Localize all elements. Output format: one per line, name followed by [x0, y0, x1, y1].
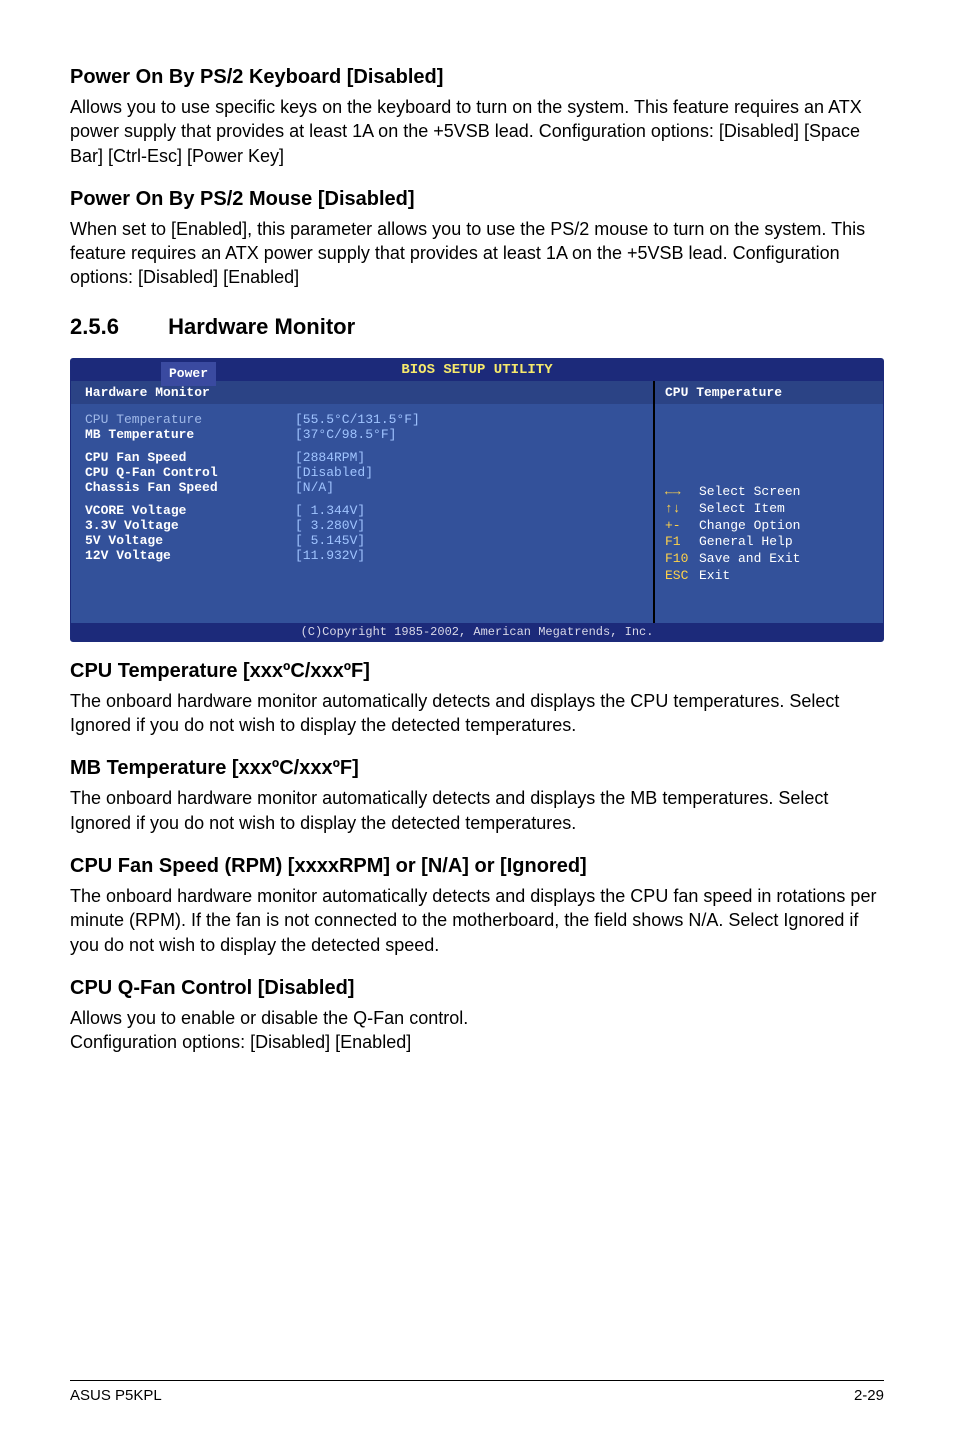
bios-title: BIOS SETUP UTILITY [401, 362, 552, 378]
bios-key-text: Save and Exit [699, 551, 800, 566]
bios-row[interactable]: CPU Fan Speed[2884RPM] [85, 450, 639, 465]
bios-row[interactable]: 3.3V Voltage[ 3.280V] [85, 518, 639, 533]
bios-row[interactable]: MB Temperature[37°C/98.5°F] [85, 427, 639, 442]
section-number: 2.5.6 [70, 314, 162, 340]
bios-key: ↑↓ [665, 501, 699, 518]
bios-key-text: Select Screen [699, 484, 800, 499]
bios-row-value: [11.932V] [295, 548, 365, 563]
bios-row-label: VCORE Voltage [85, 503, 295, 518]
bios-row-value: [37°C/98.5°F] [295, 427, 396, 442]
bios-window: BIOS SETUP UTILITY Power Hardware Monito… [70, 358, 884, 642]
bios-keys-help: ←→Select Screen↑↓Select Item+-Change Opt… [665, 484, 873, 585]
body-mb-temp: The onboard hardware monitor automatical… [70, 786, 884, 835]
bios-left-header: Hardware Monitor [71, 381, 653, 404]
bios-right-panel: CPU Temperature ←→Select Screen↑↓Select … [653, 381, 883, 623]
page-footer: ASUS P5KPL 2-29 [70, 1380, 884, 1404]
bios-row[interactable]: Chassis Fan Speed[N/A] [85, 480, 639, 495]
bios-row-label: 12V Voltage [85, 548, 295, 563]
bios-row-value: [ 3.280V] [295, 518, 365, 533]
bios-row-label: MB Temperature [85, 427, 295, 442]
footer-left: ASUS P5KPL [70, 1387, 162, 1404]
bios-key-text: General Help [699, 534, 793, 549]
section-title: Hardware Monitor [168, 314, 355, 339]
bios-row-label: Chassis Fan Speed [85, 480, 295, 495]
bios-key-text: Change Option [699, 518, 800, 533]
body-cpu-fan: The onboard hardware monitor automatical… [70, 884, 884, 957]
heading-cpu-qfan: CPU Q-Fan Control [Disabled] [70, 977, 884, 1000]
bios-row[interactable]: 5V Voltage[ 5.145V] [85, 533, 639, 548]
bios-tab-power[interactable]: Power [161, 362, 216, 386]
body-power-on-keyboard: Allows you to use specific keys on the k… [70, 95, 884, 168]
bios-key: F10 [665, 551, 699, 568]
bios-footer: (C)Copyright 1985-2002, American Megatre… [71, 623, 883, 641]
heading-power-on-keyboard: Power On By PS/2 Keyboard [Disabled] [70, 66, 884, 89]
bios-left-panel: Hardware Monitor CPU Temperature[55.5°C/… [71, 381, 653, 623]
bios-row-label: CPU Temperature [85, 412, 295, 427]
bios-key: +- [665, 518, 699, 535]
bios-row-value: [55.5°C/131.5°F] [295, 412, 420, 427]
bios-key-text: Select Item [699, 501, 785, 516]
bios-row-value: [N/A] [295, 480, 334, 495]
section-header: 2.5.6 Hardware Monitor [70, 314, 884, 340]
bios-row-value: [ 1.344V] [295, 503, 365, 518]
bios-row[interactable]: CPU Q-Fan Control[Disabled] [85, 465, 639, 480]
bios-titlebar: BIOS SETUP UTILITY Power [71, 359, 883, 381]
heading-mb-temp: MB Temperature [xxxºC/xxxºF] [70, 757, 884, 780]
body-power-on-mouse: When set to [Enabled], this parameter al… [70, 217, 884, 290]
bios-row-label: 3.3V Voltage [85, 518, 295, 533]
bios-row-value: [ 5.145V] [295, 533, 365, 548]
bios-row[interactable]: CPU Temperature[55.5°C/131.5°F] [85, 412, 639, 427]
bios-row[interactable]: VCORE Voltage[ 1.344V] [85, 503, 639, 518]
footer-right: 2-29 [854, 1387, 884, 1404]
heading-cpu-temp: CPU Temperature [xxxºC/xxxºF] [70, 660, 884, 683]
bios-key-text: Exit [699, 568, 730, 583]
body-cpu-temp: The onboard hardware monitor automatical… [70, 689, 884, 738]
bios-row-label: 5V Voltage [85, 533, 295, 548]
bios-row-value: [Disabled] [295, 465, 373, 480]
bios-key: ESC [665, 568, 699, 585]
heading-power-on-mouse: Power On By PS/2 Mouse [Disabled] [70, 188, 884, 211]
bios-row-label: CPU Q-Fan Control [85, 465, 295, 480]
bios-right-header: CPU Temperature [655, 381, 883, 404]
bios-row[interactable]: 12V Voltage[11.932V] [85, 548, 639, 563]
bios-key: F1 [665, 534, 699, 551]
bios-row-label: CPU Fan Speed [85, 450, 295, 465]
bios-key: ←→ [665, 484, 699, 501]
heading-cpu-fan: CPU Fan Speed (RPM) [xxxxRPM] or [N/A] o… [70, 855, 884, 878]
bios-row-value: [2884RPM] [295, 450, 365, 465]
body-cpu-qfan: Allows you to enable or disable the Q-Fa… [70, 1006, 884, 1055]
